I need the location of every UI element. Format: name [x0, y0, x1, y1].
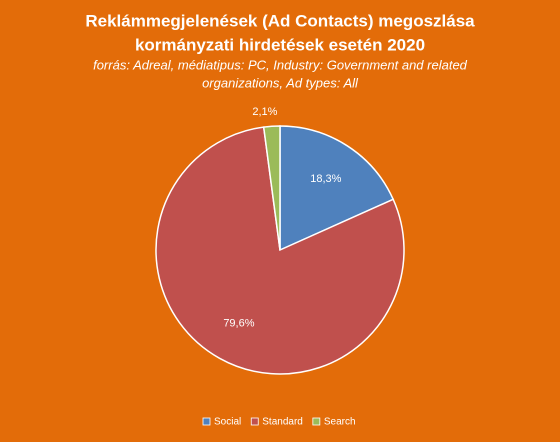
data-label: 79,6%	[223, 318, 254, 330]
legend-swatch	[250, 417, 259, 426]
chart-subtitle: forrás: Adreal, médiatipus: PC, Industry…	[93, 57, 468, 72]
legend-label: Search	[324, 417, 356, 428]
pie-slice	[262, 125, 281, 251]
legend-label: Standard	[262, 417, 303, 428]
chart-title: Reklámmegjelenések (Ad Contacts) megoszl…	[85, 11, 475, 30]
data-label: 18,3%	[310, 173, 341, 185]
data-label: 2,1%	[252, 106, 277, 118]
chart-subtitle: organizations, Ad types: All	[202, 75, 359, 90]
legend-swatch	[312, 417, 321, 426]
chart-title: kormányzati hirdetések esetén 2020	[135, 35, 425, 54]
legend-label: Social	[214, 417, 241, 428]
legend-swatch	[202, 417, 211, 426]
pie-slice	[279, 125, 395, 252]
pie-slice	[155, 126, 405, 375]
